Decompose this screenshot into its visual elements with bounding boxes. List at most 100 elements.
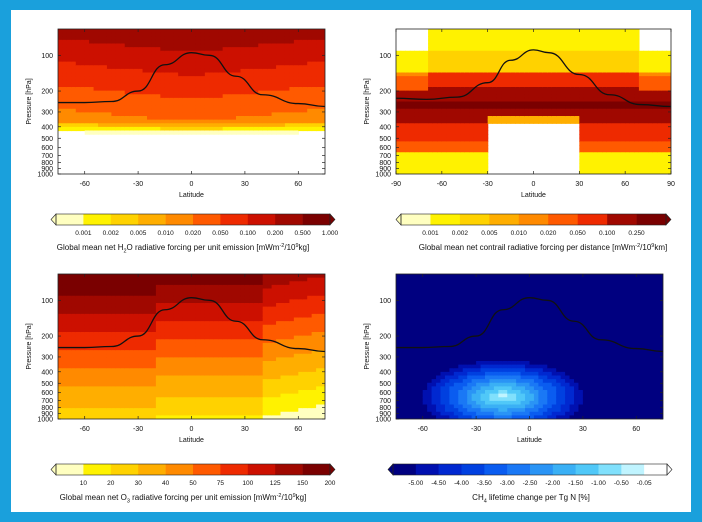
contour-cell [155,72,161,77]
contour-cell [469,50,475,55]
contour-cell [625,90,631,95]
contour-cell [506,47,512,52]
contour-cell [129,288,135,293]
contour-cell [556,105,562,110]
contour-cell [446,32,452,37]
contour-cell [464,90,470,95]
contour-cell [222,58,228,63]
contour-cell [418,79,425,84]
contour-cell [89,39,95,45]
contour-cell [311,119,317,124]
contour-cell [437,39,443,45]
contour-cell [533,72,539,77]
contour-cell [147,94,153,99]
contour-cell [528,87,535,92]
contour-cell [164,350,170,355]
contour-cell [102,332,108,337]
contour-cell [510,50,516,55]
contour-cell [661,72,668,77]
contour-cell [62,119,68,124]
contour-cell [602,126,608,132]
contour-cell [142,382,148,387]
contour-cell [147,332,153,337]
contour-cell [262,123,268,128]
contour-cell [661,152,668,157]
contour-cell [464,97,470,103]
contour-cell [71,328,77,333]
contour-cell [147,292,153,297]
contour-cell [173,342,179,348]
contour-cell [648,141,654,146]
contour-cell [160,83,166,88]
contour-cell [236,65,242,70]
contour-cell [155,404,161,409]
contour-cell [120,415,126,419]
contour-cell [478,134,484,139]
contour-cell [262,83,268,88]
contour-cell [62,332,68,337]
contour-cell [120,123,126,128]
contour-cell [638,130,645,135]
contour-cell [501,105,507,110]
contour-cell [111,292,117,297]
contour-cell [652,152,658,157]
contour-cell [579,90,585,95]
contour-cell [437,79,443,84]
contour-cell [634,97,640,103]
contour-cell [661,94,668,99]
contour-cell [142,346,148,351]
contour-cell [515,68,521,74]
contour-cell [71,368,77,373]
contour-cell [231,58,237,63]
contour-cell [602,68,608,74]
contour-cell [460,47,466,52]
contour-cell [469,163,475,168]
contour-cell [147,108,153,113]
contour-cell [538,101,544,106]
contour-cell [661,76,668,81]
contour-cell [307,61,313,66]
contour-cell [84,390,90,395]
contour-cell [120,83,126,88]
contour-cell [473,123,480,128]
contour-cell [75,123,81,128]
contour-cell [451,83,457,88]
contour-cell [155,36,161,41]
contour-cell [147,317,153,322]
contour-cell [409,137,415,142]
contour-cell [289,126,295,132]
contour-cell [469,58,475,63]
contour-cell [75,50,81,55]
contour-cell [414,145,420,150]
contour-cell [58,105,64,110]
contour-cell [611,137,617,142]
contour-cell [276,36,282,41]
contour-cell [151,350,157,355]
contour-cell [533,29,539,34]
contour-cell [133,382,139,387]
contour-cell [62,397,68,402]
contour-cell [483,145,489,150]
contour-cell [209,39,215,45]
contour-cell [625,123,631,128]
contour-cell [460,119,466,124]
contour-cell [501,47,507,52]
contour-cell [133,61,139,66]
contour-cell [80,119,86,124]
contour-cell [478,101,484,106]
contour-cell [120,126,126,132]
contour-cell [441,116,448,121]
contour-cell [400,94,406,99]
contour-cell [478,166,484,171]
contour-cell [289,90,295,95]
contour-cell [289,58,295,63]
contour-cell [98,292,104,297]
contour-cell [620,130,626,135]
contour-cell [464,79,470,84]
contour-cell [455,58,461,63]
contour-cell [115,123,121,128]
contour-cell [280,36,286,41]
contour-cell [80,393,86,398]
contour-cell [111,281,117,286]
contour-cell [469,148,475,153]
